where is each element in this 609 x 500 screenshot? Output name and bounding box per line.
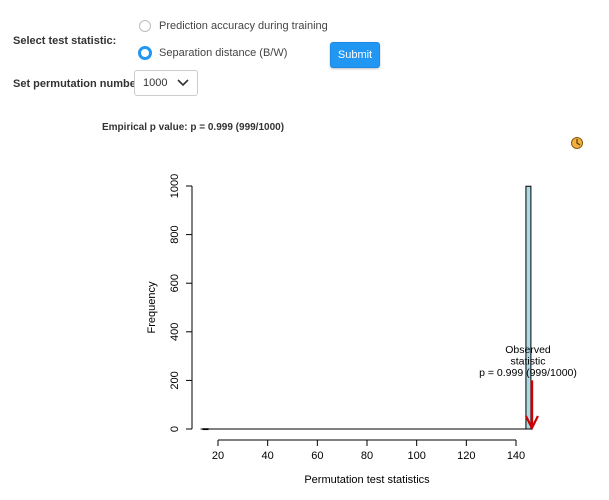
x-tick-label: 100 <box>407 450 425 462</box>
y-axis-label: Frequency <box>146 281 158 333</box>
y-tick-label: 800 <box>169 225 181 243</box>
observed-annotation-line: p = 0.999 (999/1000) <box>479 367 577 379</box>
histogram-bar <box>202 428 209 431</box>
y-tick-label: 1000 <box>169 174 181 198</box>
y-tick-label: 400 <box>169 323 181 341</box>
radio-button-checked[interactable] <box>138 46 152 60</box>
y-tick-label: 200 <box>169 371 181 389</box>
test-statistic-label: Select test statistic: <box>13 35 117 47</box>
radio-separation-distance[interactable]: Separation distance (B/W) <box>138 46 288 60</box>
permutation-select[interactable]: 1000 <box>134 70 198 96</box>
x-tick-label: 20 <box>212 450 224 462</box>
x-tick-label: 140 <box>507 450 525 462</box>
x-axis-label: Permutation test statistics <box>304 474 430 486</box>
busy-indicator-icon <box>571 137 583 149</box>
observed-annotation-line: Observed <box>505 344 551 356</box>
x-tick-label: 80 <box>361 450 373 462</box>
radio-label: Prediction accuracy during training <box>159 20 328 32</box>
y-tick-label: 0 <box>169 426 181 432</box>
observed-arrow-head <box>524 415 539 431</box>
y-tick-label: 600 <box>169 274 181 292</box>
observed-annotation-line: statistic <box>510 356 545 368</box>
radio-prediction-accuracy[interactable]: Prediction accuracy during training <box>139 20 328 32</box>
x-tick-label: 120 <box>457 450 475 462</box>
x-tick-label: 60 <box>311 450 323 462</box>
p-value-text: Empirical p value: p = 0.999 (999/1000) <box>102 122 285 133</box>
chevron-down-icon <box>177 79 189 87</box>
x-tick-label: 40 <box>262 450 274 462</box>
permutation-label: Set permutation numbers: <box>13 78 150 90</box>
histogram-bar <box>525 185 532 430</box>
permutation-select-value: 1000 <box>143 77 168 89</box>
radio-label: Separation distance (B/W) <box>159 47 288 59</box>
submit-button[interactable]: Submit <box>330 42 380 68</box>
radio-button-unchecked[interactable] <box>139 20 151 32</box>
